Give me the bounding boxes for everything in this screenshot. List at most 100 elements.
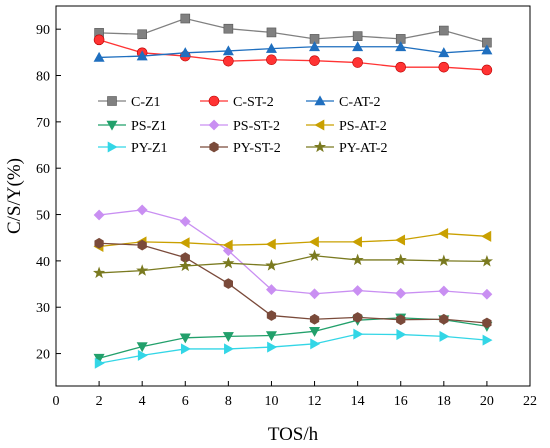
data-point-ps-at-2 xyxy=(265,238,276,250)
legend-marker-py-at-2 xyxy=(313,140,327,153)
x-axis: 0 2 4 6 8 10 12 14 16 18 20 22 xyxy=(53,381,537,409)
data-point-c-st-2 xyxy=(481,64,493,76)
legend-marker-py-st-2 xyxy=(209,141,219,153)
data-point-py-z1 xyxy=(94,357,105,369)
data-point-py-at-2 xyxy=(480,254,493,267)
data-point-ps-z1 xyxy=(309,327,321,337)
data-point-py-st-2 xyxy=(439,313,449,325)
legend-label-py-at-2: PY-AT-2 xyxy=(339,141,388,156)
data-point-ps-st-2 xyxy=(438,285,450,297)
data-point-c-at-2 xyxy=(438,47,450,58)
data-point-c-st-2 xyxy=(93,34,105,46)
data-point-ps-z1 xyxy=(93,353,105,364)
data-point-py-st-2 xyxy=(137,239,147,251)
series-py-at-2 xyxy=(93,249,493,279)
legend-marker-ps-at-2 xyxy=(314,119,325,131)
data-point-c-at-2 xyxy=(395,41,407,52)
data-point-py-st-2 xyxy=(482,317,492,329)
data-point-c-st-2 xyxy=(395,61,407,73)
x-tick-label: 12 xyxy=(308,394,322,409)
legend-label-ps-st-2: PS-ST-2 xyxy=(233,119,280,134)
data-point-c-at-2 xyxy=(352,41,364,52)
x-axis-title: TOS/h xyxy=(268,424,319,445)
legend-item-ps-st-2: PS-ST-2 xyxy=(200,119,280,134)
series-line-ps-z1 xyxy=(98,317,488,359)
data-point-c-z1 xyxy=(180,13,191,24)
series-layer xyxy=(93,13,493,369)
data-point-c-st-2 xyxy=(223,55,234,67)
data-point-ps-st-2 xyxy=(352,285,364,296)
data-point-py-at-2 xyxy=(136,264,149,276)
data-point-py-at-2 xyxy=(351,253,364,266)
data-point-py-st-2 xyxy=(353,312,363,323)
data-point-py-at-2 xyxy=(437,254,450,267)
data-point-py-at-2 xyxy=(394,253,407,266)
x-tick-label: 10 xyxy=(264,394,278,409)
series-line-c-z1 xyxy=(99,17,488,44)
x-tick-label: 14 xyxy=(351,394,365,409)
legend-marker-py-z1 xyxy=(107,141,118,153)
data-point-ps-st-2 xyxy=(93,209,105,221)
data-point-ps-z1 xyxy=(265,331,277,342)
y-tick-label: 80 xyxy=(36,70,50,85)
data-point-py-z1 xyxy=(439,330,450,342)
data-point-ps-st-2 xyxy=(395,287,407,299)
legend-marker-ps-z1 xyxy=(106,120,118,131)
legend-marker-c-z1 xyxy=(107,96,117,106)
data-point-c-st-2 xyxy=(309,55,320,66)
legend-item-py-at-2: PY-AT-2 xyxy=(306,140,388,156)
data-point-py-st-2 xyxy=(223,278,233,289)
series-ps-z1 xyxy=(93,313,493,364)
y-tick-label: 70 xyxy=(36,116,50,131)
data-point-ps-st-2 xyxy=(136,204,148,216)
x-tick-label: 2 xyxy=(96,394,103,409)
x-tick-label: 18 xyxy=(437,394,451,409)
x-tick-label: 8 xyxy=(225,394,232,409)
data-point-c-st-2 xyxy=(438,61,450,73)
data-point-py-z1 xyxy=(482,334,493,346)
legend-marker-ps-st-2 xyxy=(208,119,220,131)
plot-frame xyxy=(55,5,531,387)
legend: C-Z1 C-ST-2 C-AT-2 PS-Z1 PS-ST-2 PS-AT-2 PY-Z1… xyxy=(98,95,388,156)
data-point-py-at-2 xyxy=(308,249,321,261)
legend-item-c-st-2: C-ST-2 xyxy=(200,95,274,110)
data-point-ps-st-2 xyxy=(309,288,320,300)
data-point-ps-at-2 xyxy=(308,236,319,248)
x-tick-label: 0 xyxy=(53,394,60,409)
legend-marker-c-at-2 xyxy=(314,95,326,106)
data-point-ps-at-2 xyxy=(222,239,233,251)
data-point-ps-at-2 xyxy=(438,228,449,240)
data-point-c-z1 xyxy=(223,23,234,34)
y-axis-title: C/S/Y(%) xyxy=(4,158,25,234)
data-point-py-z1 xyxy=(396,329,407,341)
data-point-ps-z1 xyxy=(179,333,191,344)
x-tick-label: 16 xyxy=(394,394,408,409)
data-point-c-at-2 xyxy=(309,41,321,52)
y-tick-label: 30 xyxy=(36,301,50,316)
data-point-py-z1 xyxy=(310,338,321,350)
data-point-ps-at-2 xyxy=(395,234,406,246)
series-line-py-st-2 xyxy=(99,242,487,324)
data-point-ps-at-2 xyxy=(179,237,190,249)
y-tick-label: 60 xyxy=(36,162,50,177)
data-point-ps-at-2 xyxy=(481,230,492,242)
data-point-py-at-2 xyxy=(179,259,192,272)
data-point-c-z1 xyxy=(439,25,449,36)
y-tick-label: 40 xyxy=(36,255,50,270)
data-point-ps-st-2 xyxy=(179,216,191,227)
data-point-c-at-2 xyxy=(136,50,148,61)
series-line-ps-at-2 xyxy=(99,232,487,248)
data-point-py-st-2 xyxy=(94,237,104,249)
legend-item-ps-z1: PS-Z1 xyxy=(98,119,167,134)
series-line-py-z1 xyxy=(98,333,487,364)
legend-label-py-z1: PY-Z1 xyxy=(131,141,168,156)
data-point-py-at-2 xyxy=(222,256,235,269)
data-point-py-at-2 xyxy=(265,259,278,271)
data-point-py-z1 xyxy=(267,341,278,353)
x-tick-label: 4 xyxy=(139,394,146,409)
data-point-c-z1 xyxy=(137,29,147,40)
legend-item-c-z1: C-Z1 xyxy=(98,95,161,110)
x-tick-label: 22 xyxy=(523,394,537,409)
data-point-ps-z1 xyxy=(222,332,234,343)
